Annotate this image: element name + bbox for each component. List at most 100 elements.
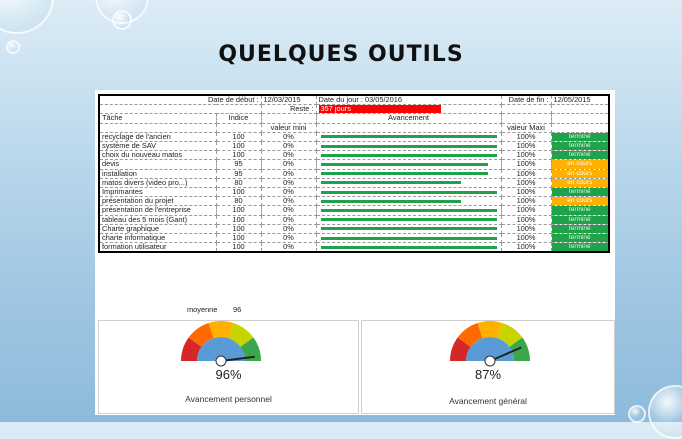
progress-bar xyxy=(320,135,497,139)
table-row[interactable]: choix du nouveau matos 100 0% 100% terminé xyxy=(98,150,610,161)
table-row[interactable]: système de SAV 100 0% 100% terminé xyxy=(98,141,610,152)
indice-cell[interactable]: 95 xyxy=(215,168,262,179)
task-cell[interactable]: charte informatique xyxy=(98,233,217,244)
indice-cell[interactable]: 100 xyxy=(215,187,262,198)
min-cell[interactable]: 0% xyxy=(260,131,317,143)
gauge-needle xyxy=(220,355,255,362)
progress-bar xyxy=(320,245,497,249)
min-cell[interactable]: 0% xyxy=(260,141,317,152)
table-row[interactable]: charte informatique 100 0% 100% terminé xyxy=(98,233,610,244)
max-cell[interactable]: 100% xyxy=(500,223,552,235)
end-date[interactable]: 12/05/2015 xyxy=(550,94,610,106)
table-row[interactable]: Charte graphique 100 0% 100% terminé xyxy=(98,223,610,235)
min-cell[interactable]: 0% xyxy=(260,187,317,198)
max-cell[interactable]: 100% xyxy=(500,177,552,189)
min-cell[interactable]: 0% xyxy=(260,168,317,179)
min-cell[interactable]: 0% xyxy=(260,150,317,161)
gauge-segment xyxy=(181,337,202,361)
table-row[interactable]: tableau des 5 mois (Gant) 100 0% 100% termin… xyxy=(98,214,610,225)
max-cell[interactable]: 100% xyxy=(500,187,552,198)
max-cell[interactable]: 100% xyxy=(500,196,552,207)
min-cell[interactable]: 0% xyxy=(260,223,317,235)
gauge-panel-personal: 96% Avancement personnel xyxy=(98,320,359,414)
table-row[interactable]: Imprimantes 100 0% 100% terminé xyxy=(98,187,610,198)
table-row[interactable]: recyclage de l'ancien 100 0% 100% terminé xyxy=(98,131,610,143)
status-badge: terminé xyxy=(550,223,610,235)
progress-bar xyxy=(320,209,497,213)
max-cell[interactable]: 100% xyxy=(500,168,552,179)
indice-cell[interactable]: 100 xyxy=(215,242,262,253)
table-row[interactable]: installation 95 0% 100% en cours xyxy=(98,168,610,179)
indice-cell[interactable]: 100 xyxy=(215,150,262,161)
gauge-segment xyxy=(208,321,234,339)
min-cell[interactable]: 0% xyxy=(260,159,317,170)
min-cell[interactable]: 0% xyxy=(260,233,317,244)
status-badge: terminé xyxy=(550,187,610,198)
progress-bar xyxy=(320,153,497,157)
table-row[interactable]: présentation du projet 80 0% 100% en cours xyxy=(98,196,610,207)
max-cell[interactable]: 100% xyxy=(500,141,552,152)
indice-cell[interactable]: 80 xyxy=(215,196,262,207)
start-date[interactable]: 12/03/2015 xyxy=(260,94,317,106)
progress-bar xyxy=(320,190,497,194)
gauge-percent: 96% xyxy=(215,367,242,382)
end-date-label: Date de fin : xyxy=(500,94,552,106)
indice-cell[interactable]: 80 xyxy=(215,177,262,189)
max-cell[interactable]: 100% xyxy=(500,242,552,253)
task-cell[interactable]: Charte graphique xyxy=(98,223,217,235)
indice-cell[interactable]: 100 xyxy=(215,214,262,225)
gauge-segment xyxy=(509,337,530,361)
min-cell[interactable]: 0% xyxy=(260,214,317,225)
indice-cell[interactable]: 100 xyxy=(215,131,262,143)
gauge-segment xyxy=(457,322,483,347)
max-cell[interactable]: 100% xyxy=(500,150,552,161)
task-cell[interactable]: Imprimantes xyxy=(98,187,217,198)
gauge-caption: Avancement personnel xyxy=(185,394,272,404)
gauge-hub xyxy=(215,355,227,367)
progress-table: Date de début : 12/03/2015 Date du jour … xyxy=(98,94,611,254)
table-row[interactable]: matos divers (video pro...) 80 0% 100% en co… xyxy=(98,177,610,189)
gauge-center xyxy=(197,337,245,361)
table-row[interactable]: formation utilisateur 100 0% 100% terminé xyxy=(98,242,610,253)
max-cell[interactable]: 100% xyxy=(500,131,552,143)
task-cell[interactable]: matos divers (video pro...) xyxy=(98,177,217,189)
task-cell[interactable]: présentation du projet xyxy=(98,196,217,207)
max-cell[interactable]: 100% xyxy=(500,159,552,170)
col-valeur-mini: valeur mini xyxy=(260,122,317,133)
task-cell[interactable]: installation xyxy=(98,168,217,179)
moyenne-label: moyenne xyxy=(187,305,218,314)
gauge-segment xyxy=(188,322,214,347)
indice-cell[interactable]: 95 xyxy=(215,159,262,170)
decorative-bubble xyxy=(6,40,20,54)
task-cell[interactable]: choix du nouveau matos xyxy=(98,150,217,161)
table-row[interactable]: devis 95 0% 100% en cours xyxy=(98,159,610,170)
indice-cell[interactable]: 100 xyxy=(215,141,262,152)
header-dates-row: Date de début : 12/03/2015 Date du jour … xyxy=(98,94,610,106)
max-cell[interactable]: 100% xyxy=(500,214,552,225)
reste-cell[interactable]: 357 jours xyxy=(315,104,502,115)
status-badge: terminé xyxy=(550,214,610,225)
task-cell[interactable]: recyclage de l'ancien xyxy=(98,131,217,143)
max-cell[interactable]: 100% xyxy=(500,233,552,244)
indice-cell[interactable]: 100 xyxy=(215,233,262,244)
task-cell[interactable]: formation utilisateur xyxy=(98,242,217,253)
task-cell[interactable]: tableau des 5 mois (Gant) xyxy=(98,214,217,225)
min-cell[interactable]: 0% xyxy=(260,205,317,216)
progress-cell xyxy=(315,131,502,143)
progress-cell xyxy=(315,187,502,198)
task-cell[interactable]: présentation de l'entreprise xyxy=(98,205,217,216)
gauge-needle xyxy=(489,346,522,362)
col-avancement: Avancement xyxy=(315,113,502,124)
task-cell[interactable]: devis xyxy=(98,159,217,170)
min-cell[interactable]: 0% xyxy=(260,177,317,189)
task-cell[interactable]: système de SAV xyxy=(98,141,217,152)
min-cell[interactable]: 0% xyxy=(260,196,317,207)
indice-cell[interactable]: 100 xyxy=(215,205,262,216)
status-badge: en cours xyxy=(550,168,610,179)
max-cell[interactable]: 100% xyxy=(500,205,552,216)
today-cell[interactable]: Date du jour : 03/05/2016 xyxy=(315,94,502,106)
table-row[interactable]: présentation de l'entreprise 100 0% 100% ter… xyxy=(98,205,610,216)
indice-cell[interactable]: 100 xyxy=(215,223,262,235)
min-cell[interactable]: 0% xyxy=(260,242,317,253)
status-badge: en cours xyxy=(550,159,610,170)
